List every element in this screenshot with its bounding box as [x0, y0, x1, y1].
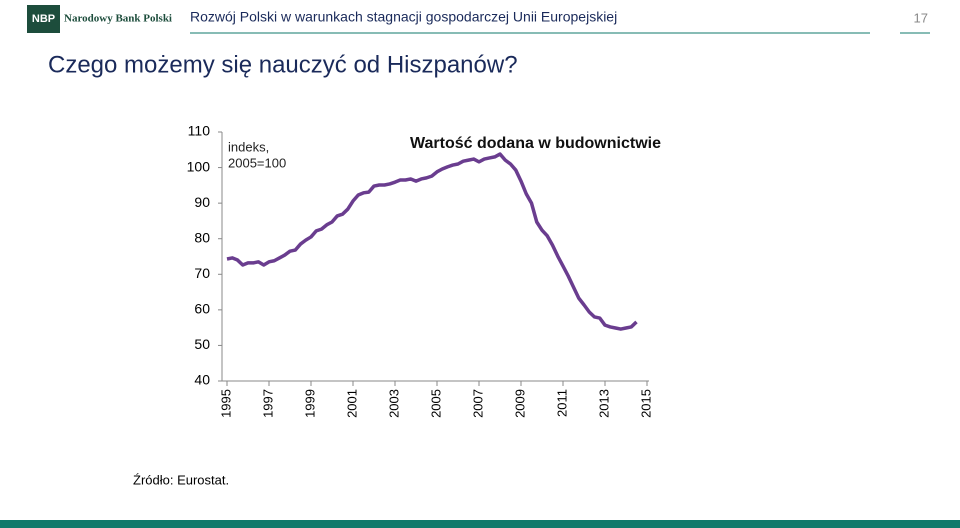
- annotation: 2005=100: [228, 155, 286, 170]
- chart: 40 50 60 70 80 90 100 110 1995 1997 1999 2001 2003 20…: [187, 123, 661, 418]
- x-tick-label: 1997: [260, 389, 275, 418]
- data-line: [226, 152, 638, 331]
- y-tick-label: 60: [194, 301, 210, 317]
- x-tick-label: 2003: [386, 389, 401, 418]
- y-tick-label: 100: [187, 158, 211, 174]
- logo: NBP: [32, 13, 55, 25]
- x-tick-label: 2001: [344, 389, 359, 418]
- annotation: indeks,: [228, 139, 269, 154]
- logo-box: [27, 5, 60, 33]
- x-tick-label: 2005: [428, 389, 443, 418]
- slide-title: Czego możemy się nauczyć od Hiszpanów?: [48, 51, 518, 78]
- x-tick-label: 2011: [554, 389, 569, 417]
- x-tick-label: 1999: [302, 389, 317, 418]
- header-title: Rozwój Polski w warunkach stagnacji gosp…: [190, 9, 617, 25]
- source: Źródło: Eurostat.: [133, 472, 229, 487]
- bank-name: Narodowy Bank Polski: [64, 13, 172, 25]
- page-number: 17: [914, 10, 928, 25]
- x-tick-label: 2007: [470, 389, 485, 418]
- y-tick-label: 70: [194, 265, 210, 281]
- footer-bar: [0, 520, 960, 528]
- y-tick-label: 50: [194, 336, 210, 352]
- x-tick-label: 2013: [596, 389, 611, 418]
- x-tick-label: 2009: [512, 389, 527, 418]
- y-tick-label: 40: [194, 372, 210, 388]
- x-tick-label: 1995: [218, 389, 233, 418]
- x-tick-label: 2015: [638, 389, 653, 418]
- y-tick-label: 90: [194, 194, 210, 210]
- y-tick-label: 110: [188, 123, 211, 139]
- y-tick-label: 80: [194, 229, 210, 245]
- chart-title: Wartość dodana w budownictwie: [410, 135, 661, 152]
